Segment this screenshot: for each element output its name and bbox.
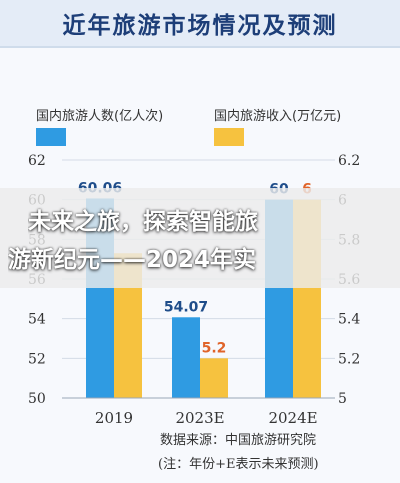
x-tick-label: 2019 — [95, 409, 133, 427]
y-left-tick-label: 54 — [28, 312, 46, 328]
data-label-income: 5.2 — [202, 340, 227, 356]
legend-swatch-people — [36, 128, 66, 146]
x-tick-label: 2023E — [175, 409, 224, 427]
legend-label-people: 国内旅游人数(亿人次) — [36, 108, 163, 124]
forecast-note: (注：年份+E表示未来预测) — [158, 457, 319, 472]
x-tick-label: 2024E — [268, 409, 317, 427]
bar-people — [172, 317, 200, 398]
caption-line-2: 游新纪元——2024年实 — [8, 247, 257, 273]
y-right-tick-label: 5.2 — [338, 351, 360, 367]
legend-swatch-income — [214, 128, 244, 146]
legend-label-income: 国内旅游收入(万亿元) — [214, 108, 341, 124]
y-right-tick-label: 5 — [338, 391, 347, 407]
y-right-tick-label: 5.4 — [338, 312, 360, 328]
y-left-tick-label: 52 — [28, 351, 46, 367]
data-label-people: 54.07 — [164, 299, 208, 315]
y-left-tick-label: 62 — [28, 153, 46, 169]
page-title: 近年旅游市场情况及预测 — [62, 13, 338, 39]
caption-line-1: 未来之旅，探索智能旅 — [28, 209, 258, 235]
y-left-tick-label: 50 — [28, 391, 46, 407]
y-right-tick-label: 6.2 — [338, 153, 360, 169]
header-banner: 近年旅游市场情况及预测 — [0, 0, 400, 48]
bar-income — [200, 358, 228, 398]
caption-overlay: 未来之旅，探索智能旅 游新纪元——2024年实 — [0, 188, 400, 288]
source-note: 数据来源：中国旅游研究院 — [160, 433, 316, 448]
